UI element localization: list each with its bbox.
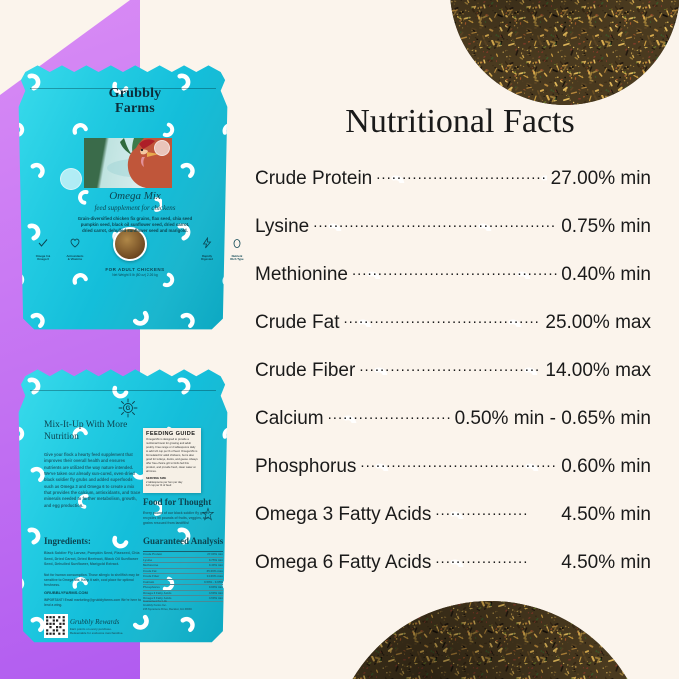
svg-text:G: G	[126, 406, 131, 412]
